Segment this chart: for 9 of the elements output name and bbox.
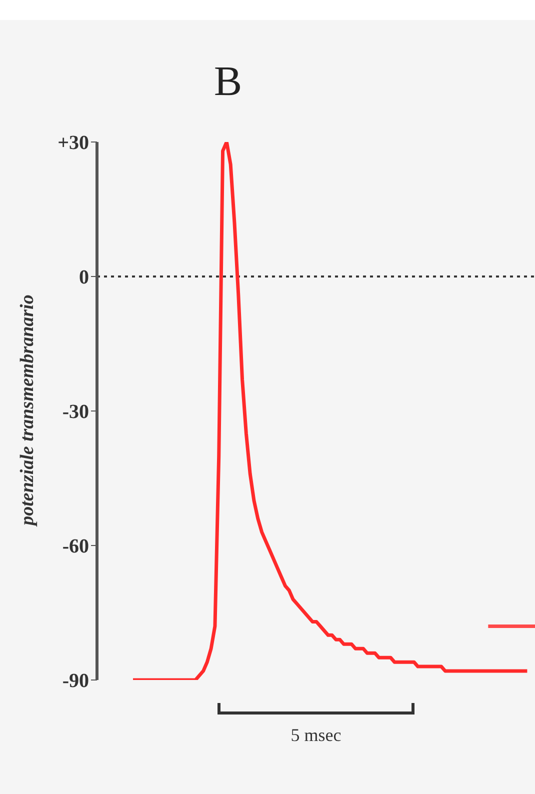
y-tick-label: -90 [62,670,89,692]
y-tick-label: -60 [62,536,89,558]
line-series [133,142,529,680]
chart-title: B [212,58,243,106]
y-tick-label: +30 [58,132,89,154]
y-axis-title: potenziale transmembranario [17,294,39,529]
y-tick-label: -30 [62,401,89,424]
y-tick-label: 0 [79,266,89,289]
text: 5 msec [290,725,342,746]
